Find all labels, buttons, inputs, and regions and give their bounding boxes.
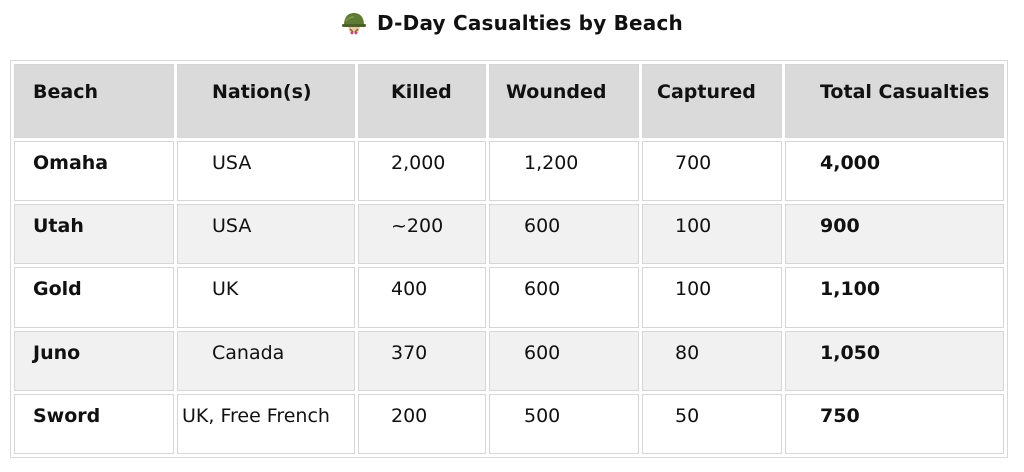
cell-wounded: 500 bbox=[489, 393, 639, 454]
cell-nations: USA bbox=[177, 141, 355, 202]
cell-nations: UK bbox=[177, 267, 355, 328]
page-title: D-Day Casualties by Beach bbox=[377, 11, 683, 35]
column-header-nations: Nation(s) bbox=[177, 64, 355, 138]
cell-wounded: 1,200 bbox=[489, 141, 639, 202]
cell-captured: 80 bbox=[642, 330, 782, 391]
cell-nations: USA bbox=[177, 204, 355, 265]
column-header-beach: Beach bbox=[14, 64, 174, 138]
cell-beach: Juno bbox=[14, 330, 174, 391]
cell-beach: Omaha bbox=[14, 141, 174, 202]
column-header-wounded: Wounded bbox=[489, 64, 639, 138]
cell-beach: Utah bbox=[14, 204, 174, 265]
cell-total-casualties: 1,100 bbox=[785, 267, 1004, 328]
cell-captured: 100 bbox=[642, 204, 782, 265]
casualties-table: Beach Nation(s) Killed Wounded Captured … bbox=[11, 61, 1007, 457]
cell-killed: 400 bbox=[358, 267, 486, 328]
cell-wounded: 600 bbox=[489, 330, 639, 391]
cell-wounded: 600 bbox=[489, 267, 639, 328]
cell-killed: ~200 bbox=[358, 204, 486, 265]
cell-total-casualties: 750 bbox=[785, 393, 1004, 454]
cell-nations: UK, Free French bbox=[177, 393, 355, 454]
page-title-row: D-Day Casualties by Beach bbox=[0, 6, 1024, 40]
cell-total-casualties: 900 bbox=[785, 204, 1004, 265]
cell-captured: 700 bbox=[642, 141, 782, 202]
table-row: Sword UK, Free French 200 500 50 750 bbox=[14, 393, 1004, 454]
cell-total-casualties: 4,000 bbox=[785, 141, 1004, 202]
cell-nations: Canada bbox=[177, 330, 355, 391]
cell-captured: 50 bbox=[642, 393, 782, 454]
table-row: Omaha USA 2,000 1,200 700 4,000 bbox=[14, 141, 1004, 202]
cell-killed: 2,000 bbox=[358, 141, 486, 202]
column-header-killed: Killed bbox=[358, 64, 486, 138]
cell-killed: 370 bbox=[358, 330, 486, 391]
military-helmet-icon bbox=[342, 13, 366, 35]
column-header-captured: Captured bbox=[642, 64, 782, 138]
column-header-total-casualties: Total Casualties bbox=[785, 64, 1004, 138]
table-row: Utah USA ~200 600 100 900 bbox=[14, 204, 1004, 265]
cell-wounded: 600 bbox=[489, 204, 639, 265]
table-row: Gold UK 400 600 100 1,100 bbox=[14, 267, 1004, 328]
table-row: Juno Canada 370 600 80 1,050 bbox=[14, 330, 1004, 391]
cell-beach: Gold bbox=[14, 267, 174, 328]
cell-captured: 100 bbox=[642, 267, 782, 328]
table-header-row: Beach Nation(s) Killed Wounded Captured … bbox=[14, 64, 1004, 138]
casualties-table-container: Beach Nation(s) Killed Wounded Captured … bbox=[10, 60, 1008, 458]
cell-killed: 200 bbox=[358, 393, 486, 454]
cell-total-casualties: 1,050 bbox=[785, 330, 1004, 391]
cell-beach: Sword bbox=[14, 393, 174, 454]
